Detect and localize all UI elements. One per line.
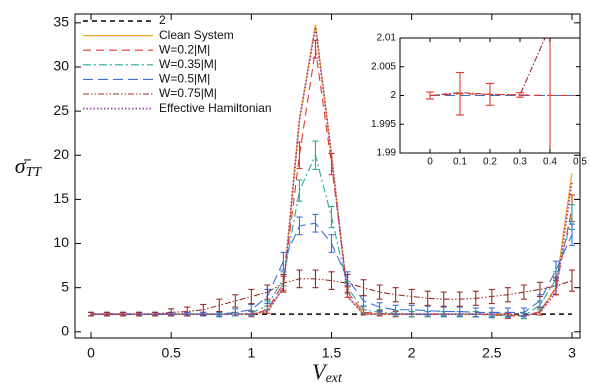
y-tick-label: 10	[53, 234, 69, 250]
error-bar	[328, 234, 335, 253]
y-axis-label: σ̄TT	[15, 153, 43, 180]
error-bar	[296, 269, 303, 289]
error-bar	[440, 306, 447, 317]
x-axis-label: Vext	[312, 359, 343, 386]
x-tick-label: 0.5	[161, 345, 181, 361]
error-bar	[440, 291, 447, 307]
error-bar	[486, 82, 494, 106]
error-bar	[216, 298, 223, 313]
legend-label: W=0.5|M|	[159, 72, 210, 86]
x-tick-label: 3	[568, 345, 576, 361]
error-bar	[328, 205, 335, 229]
error-bar	[312, 269, 319, 289]
legend-label: 2	[159, 13, 166, 27]
y-tick-label: 1.99	[377, 148, 397, 159]
legend-label: Clean System	[159, 28, 234, 42]
error-bar	[248, 288, 255, 305]
legend-label: W=0.35|M|	[159, 57, 217, 71]
error-bar	[184, 306, 191, 317]
legend-label: W=0.75|M|	[159, 86, 217, 100]
error-bar	[504, 307, 511, 318]
x-tick-label: 2.5	[482, 345, 502, 361]
error-bar	[312, 140, 319, 170]
y-tick-label: 30	[53, 58, 69, 74]
error-bar	[504, 287, 511, 303]
x-label-sub: ext	[326, 371, 343, 386]
y-tick-label: 2	[390, 90, 396, 101]
y-tick-label: 5	[61, 278, 69, 294]
error-bar	[520, 284, 527, 300]
error-bar	[376, 284, 383, 300]
legend-label: Effective Hamiltonian	[159, 101, 272, 115]
y-tick-label: 20	[53, 146, 69, 162]
error-bar	[568, 269, 575, 292]
plot-area	[88, 24, 575, 320]
error-bar	[408, 288, 415, 305]
y-label-sub: TT	[26, 165, 43, 180]
error-bar	[456, 71, 464, 116]
error-bar	[296, 141, 303, 170]
y-tick-label: 2.01	[377, 33, 397, 44]
x-tick-label: 1.5	[322, 345, 342, 361]
error-bar	[264, 284, 271, 300]
error-bar	[312, 39, 319, 59]
error-bar	[104, 311, 111, 317]
error-bar	[424, 290, 431, 306]
error-bar	[456, 291, 463, 307]
y-tick-label: 15	[53, 190, 69, 206]
error-bar	[312, 213, 319, 233]
error-bar	[136, 311, 143, 317]
error-bar	[296, 216, 303, 236]
x-tick-label: 2	[408, 345, 416, 361]
error-bar	[536, 281, 543, 298]
x-tick-label: 0	[87, 345, 95, 361]
error-bar	[328, 271, 335, 290]
y-tick-label: 1.995	[371, 119, 396, 130]
x-tick-label: 1	[247, 345, 255, 361]
plot-frame	[74, 13, 581, 339]
error-bar	[520, 307, 527, 318]
error-bar	[516, 92, 524, 98]
error-bar	[296, 179, 303, 202]
x-tick-label: 0	[427, 157, 433, 168]
x-tick-label: 0.2	[483, 157, 497, 168]
y-tick-label: 2.005	[371, 61, 396, 72]
error-bar	[376, 302, 383, 313]
error-bar	[549, 38, 551, 153]
inset: 0 0.1 0.2 0.3 0.4 0.5 1.99 1.995 2 2.005 2.01	[371, 33, 587, 168]
y-tick-label: 35	[53, 14, 69, 30]
error-bar	[168, 308, 175, 317]
error-bar	[426, 91, 434, 100]
x-label-symbol: V	[312, 359, 328, 384]
error-bar	[232, 294, 239, 308]
error-bar	[392, 287, 399, 303]
error-bar	[568, 223, 575, 246]
x-tick-label: 0.4	[543, 157, 557, 168]
legend-label: W=0.2|M|	[159, 42, 210, 56]
error-bar	[456, 306, 463, 317]
y-tick-label: 25	[53, 102, 69, 118]
error-bar	[472, 290, 479, 306]
error-bar	[472, 307, 479, 318]
error-bar	[360, 279, 367, 297]
error-bar	[488, 307, 495, 318]
error-bar	[488, 288, 495, 305]
y-tick-label: 0	[61, 323, 69, 339]
x-tick-label: 0.3	[513, 157, 527, 168]
x-tick-label: 0.1	[453, 157, 467, 168]
x-tick-label: 0.5	[573, 157, 587, 168]
series-line	[429, 38, 546, 97]
error-bar	[280, 251, 287, 271]
